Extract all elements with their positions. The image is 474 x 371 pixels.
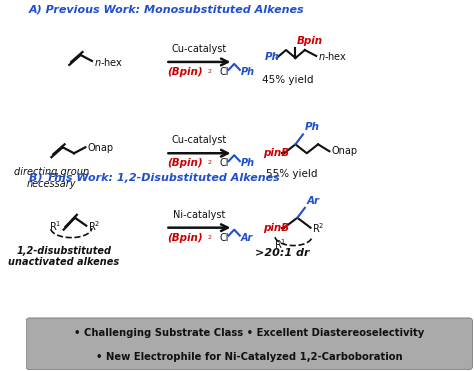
Text: Ni-catalyst: Ni-catalyst (173, 210, 226, 220)
Text: B) This Work: 1,2-Disubstituted Alkenes: B) This Work: 1,2-Disubstituted Alkenes (29, 173, 280, 183)
Text: Onap: Onap (87, 143, 113, 153)
Text: 45% yield: 45% yield (262, 75, 314, 85)
Text: directing group
necessary: directing group necessary (14, 167, 89, 189)
Text: Ar: Ar (307, 196, 320, 206)
Text: (Bpin): (Bpin) (167, 233, 203, 243)
Text: Cl: Cl (219, 233, 228, 243)
Text: $n$-hex: $n$-hex (94, 56, 123, 68)
Text: Ar: Ar (241, 233, 253, 243)
Text: $_2$: $_2$ (207, 233, 212, 242)
Text: Cl: Cl (219, 67, 228, 77)
Text: • New Electrophile for Ni-Catalyzed 1,2-Carboboration: • New Electrophile for Ni-Catalyzed 1,2-… (96, 352, 402, 362)
Text: Bpin: Bpin (296, 36, 322, 46)
Text: R$^2$: R$^2$ (88, 219, 100, 233)
Text: Ph: Ph (241, 158, 255, 168)
Text: pinB: pinB (264, 223, 290, 233)
Text: Ph: Ph (241, 67, 255, 77)
Text: (Bpin): (Bpin) (167, 158, 203, 168)
Text: Cu-catalyst: Cu-catalyst (172, 44, 227, 54)
Text: R$^1$: R$^1$ (48, 219, 61, 233)
Text: Cl: Cl (219, 158, 228, 168)
Text: >20:1 dr: >20:1 dr (255, 247, 310, 257)
Text: R$^1$: R$^1$ (274, 237, 287, 252)
Text: pinB: pinB (264, 148, 290, 158)
Text: R$^2$: R$^2$ (312, 221, 325, 234)
Text: $_2$: $_2$ (207, 158, 212, 167)
FancyBboxPatch shape (26, 318, 473, 370)
Text: $_2$: $_2$ (207, 67, 212, 76)
Text: Ph: Ph (264, 52, 279, 62)
Text: Onap: Onap (331, 146, 357, 156)
Text: A) Previous Work: Monosubstituted Alkenes: A) Previous Work: Monosubstituted Alkene… (29, 4, 304, 14)
Text: • Challenging Substrate Class • Excellent Diastereoselectivity: • Challenging Substrate Class • Excellen… (74, 328, 424, 338)
Text: 1,2-disubstituted
unactivated alkenes: 1,2-disubstituted unactivated alkenes (8, 246, 119, 267)
Text: $n$-hex: $n$-hex (318, 50, 347, 62)
Text: (Bpin): (Bpin) (167, 67, 203, 77)
Text: Ph: Ph (305, 122, 320, 132)
Text: Cu-catalyst: Cu-catalyst (172, 135, 227, 145)
Text: 55% yield: 55% yield (266, 169, 318, 179)
